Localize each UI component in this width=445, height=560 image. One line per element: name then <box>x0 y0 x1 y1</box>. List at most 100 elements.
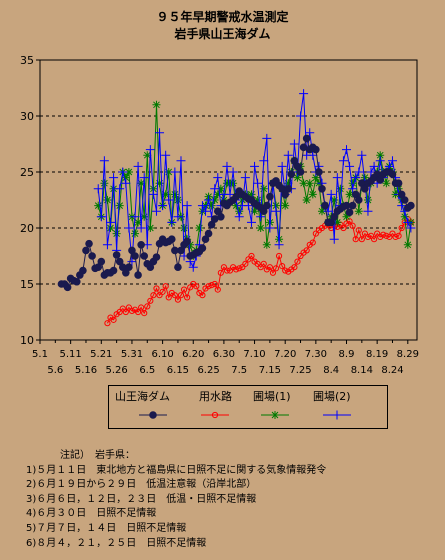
data-point-dam <box>312 145 320 154</box>
data-point-canal <box>122 308 129 316</box>
x-tick-label: 6.15 <box>167 365 189 376</box>
data-point-field2 <box>121 178 131 188</box>
data-point-canal <box>364 233 372 241</box>
data-point-field1 <box>302 196 311 204</box>
data-point-canal <box>266 264 273 271</box>
data-point-field1 <box>121 173 130 182</box>
data-point-dam <box>351 190 360 199</box>
x-tick-label: 8.4 <box>323 365 339 376</box>
data-point-dam <box>299 143 308 152</box>
data-point-field1 <box>305 179 314 188</box>
data-point-dam <box>152 253 161 261</box>
data-point-field1 <box>253 196 262 204</box>
data-point-field1 <box>143 151 152 160</box>
data-point-field1 <box>272 201 281 210</box>
data-point-dam <box>115 257 124 266</box>
y-tick-label: 10 <box>20 334 34 347</box>
notes-header: 注記） 岩手県： <box>60 450 135 461</box>
x-tick-label: 7.20 <box>274 349 296 360</box>
data-point-canal <box>187 284 194 291</box>
data-point-canal <box>294 258 301 265</box>
y-tick-label: 25 <box>20 166 34 179</box>
x-tick-label: 5.21 <box>90 349 112 360</box>
data-point-canal <box>291 264 298 271</box>
data-point-field2 <box>283 150 293 160</box>
data-point-dam <box>183 237 191 246</box>
data-point-field2 <box>228 167 238 177</box>
data-point-dam <box>79 266 87 275</box>
data-point-dam <box>263 201 271 210</box>
data-point-field2 <box>164 195 174 205</box>
data-point-field2 <box>256 212 266 222</box>
note-line: 3)６月６日，１２日，２３日 低温・日照不足情報 <box>26 493 257 505</box>
data-point-canal <box>239 264 246 271</box>
data-point-field2 <box>250 161 260 171</box>
data-point-field2 <box>397 201 407 211</box>
legend-symbols <box>139 410 351 420</box>
data-point-field2 <box>127 257 137 267</box>
temperature-chart: 10 15 20 25 30 35 5.1 5.11 5.21 5.31 6.10 6.20 6.30 7… <box>20 54 419 376</box>
data-point-field2 <box>96 212 106 222</box>
data-point-field1 <box>293 173 302 182</box>
y-tick-label: 20 <box>20 222 34 235</box>
data-point-field1 <box>195 224 204 232</box>
data-point-dam <box>400 196 409 204</box>
data-point-field2 <box>93 184 103 194</box>
data-point-field2 <box>136 223 146 233</box>
data-point-dam <box>361 185 369 193</box>
data-point-canal <box>236 265 243 272</box>
data-point-field1 <box>250 207 259 216</box>
data-point-dam <box>321 201 329 210</box>
data-point-canal <box>275 252 283 260</box>
data-point-dam <box>85 239 93 248</box>
data-point-field2 <box>277 161 287 171</box>
data-point-field2 <box>118 167 128 177</box>
data-point-dam <box>63 283 72 292</box>
data-point-dam <box>213 207 222 215</box>
data-point-field1 <box>354 207 363 216</box>
data-point-dam <box>207 220 216 229</box>
legend-marker-field1 <box>271 411 279 419</box>
x-tick-label: 5.16 <box>75 365 97 376</box>
data-point-dam <box>174 263 182 272</box>
data-point-canal <box>220 264 228 271</box>
data-point-field2 <box>139 173 149 183</box>
data-point-canal <box>254 260 261 267</box>
data-point-field2 <box>357 150 367 160</box>
data-point-field1 <box>100 179 109 188</box>
x-tick-label: 8.29 <box>397 349 419 360</box>
data-point-field1 <box>103 196 112 204</box>
data-point-field2 <box>124 223 134 233</box>
data-point-canal <box>297 252 304 260</box>
data-point-dam <box>293 162 302 171</box>
data-point-field2 <box>262 133 272 143</box>
x-tick-label: 8.14 <box>351 365 373 376</box>
data-point-field2 <box>148 189 158 199</box>
note-line: 2)６月１９日から２９日 低温注意報（沿岸北部） <box>26 479 257 491</box>
data-point-field1 <box>400 212 409 221</box>
data-point-dam <box>287 170 296 179</box>
data-point-canal <box>309 239 316 246</box>
data-point-field2 <box>351 173 361 183</box>
data-point-field1 <box>345 190 354 199</box>
data-point-field2 <box>109 173 119 183</box>
data-point-field2 <box>403 217 413 227</box>
data-point-field2 <box>225 189 235 199</box>
data-point-field1 <box>229 179 238 188</box>
data-point-dam <box>134 271 142 279</box>
data-point-field2 <box>338 156 348 166</box>
data-point-dam <box>354 196 363 204</box>
data-point-field2 <box>271 206 281 216</box>
data-point-field1 <box>216 184 225 193</box>
data-point-field2 <box>213 173 223 183</box>
data-point-canal <box>370 236 378 243</box>
data-point-dam <box>394 179 403 187</box>
data-point-dam <box>146 263 155 272</box>
data-point-canal <box>153 285 160 292</box>
data-point-field1 <box>330 196 339 204</box>
x-tick-label: 8.19 <box>366 349 388 360</box>
data-point-field2 <box>253 178 263 188</box>
plot-frame <box>39 59 418 341</box>
legend-label-field1: 圃場(1) <box>253 390 291 403</box>
x-tick-label: 8.9 <box>339 349 355 360</box>
